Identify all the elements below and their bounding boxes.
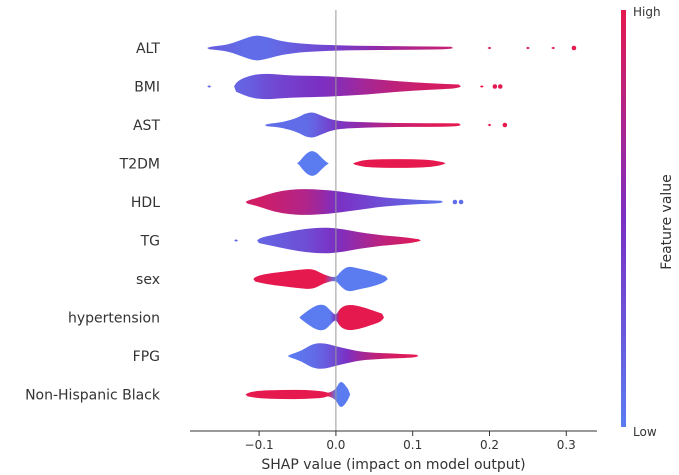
violin-hdl [245,189,444,215]
violin-alt-part-4 [551,46,556,50]
violin-bmi-part-3 [479,85,484,88]
colorbar: High Low Feature value [621,5,675,439]
violin-bmi-part-2 [234,73,461,100]
outlier-point-bmi-2 [497,84,503,89]
colorbar-high-label: High [633,5,661,19]
outlier-point-bmi-1 [492,84,498,89]
feature-label-t2dm: T2DM [119,157,160,173]
x-tick-label: 0.0 [326,438,345,452]
x-tick-label: 0.1 [403,438,422,452]
violin-non-hispanic-black [245,382,351,407]
feature-label-non-hispanic-black: Non-Hispanic Black [25,388,161,404]
violin-alt-part-1 [207,35,454,61]
violin-hypertension [299,304,384,331]
feature-label-alt: ALT [136,41,160,57]
feature-labels: ALT BMI AST T2DM HDL TG sex hypertension FPG Non-… [25,41,161,404]
violin-bmi-part-1 [207,85,212,88]
outlier-point-hdl-2 [458,199,464,205]
colorbar-title: Feature value [659,174,675,270]
feature-label-hdl: HDL [131,195,160,211]
violin-alt-part-2 [487,46,492,50]
violin-layer [207,35,577,407]
violin-tg-part-2 [257,227,421,254]
x-axis-title: SHAP value (impact on model output) [261,457,525,473]
feature-label-hypertension: hypertension [68,311,160,327]
violin-sex [253,266,388,292]
colorbar-low-label: Low [633,425,657,439]
feature-label-bmi: BMI [134,80,160,96]
feature-label-sex: sex [136,272,160,288]
outlier-point-hdl-1 [452,199,458,205]
x-tick-label: −0.1 [245,438,274,452]
violin-tg-part-1 [234,239,239,242]
violin-alt-part-3 [525,46,530,50]
violin-t2dm-part-2 [353,159,446,168]
violin-ast-part-2 [487,123,492,127]
x-tick-label: 0.3 [557,438,576,452]
feature-label-tg: TG [140,234,160,250]
violin-t2dm-part-1 [297,151,329,176]
colorbar-gradient [621,10,626,427]
violin-fpg [287,343,419,369]
feature-label-fpg: FPG [133,349,160,365]
x-tick-label: 0.2 [480,438,499,452]
outlier-point-ast-1 [502,122,508,128]
outlier-point-alt-1 [571,45,577,51]
violin-ast-part-1 [264,112,461,138]
feature-label-ast: AST [133,118,160,134]
x-axis: −0.1 0.0 0.1 0.2 0.3 [190,430,597,452]
